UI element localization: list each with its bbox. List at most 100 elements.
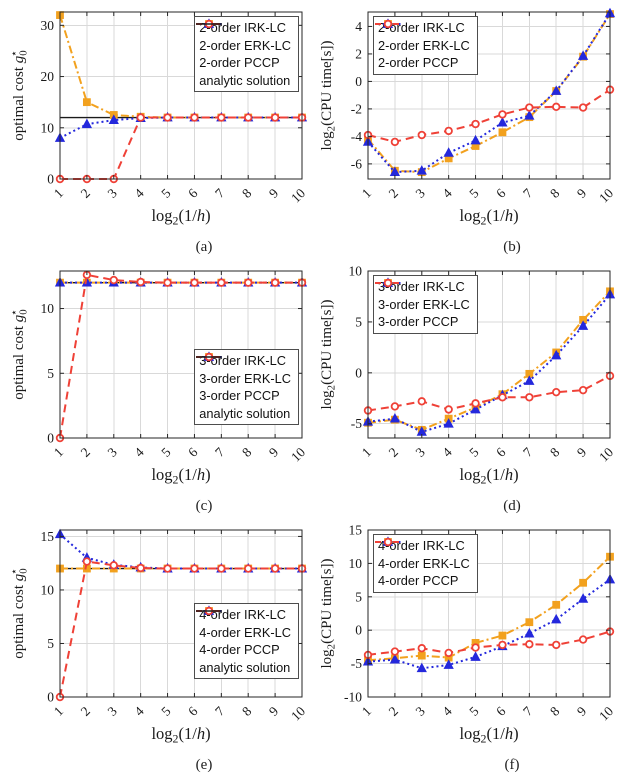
x-axis-label: log2(1/h) bbox=[151, 724, 210, 746]
square-marker bbox=[525, 618, 534, 627]
y-tick-label: 10 bbox=[349, 264, 363, 279]
circle-marker bbox=[390, 137, 400, 147]
y-tick-label: -6 bbox=[351, 156, 362, 171]
circle-marker bbox=[498, 393, 507, 402]
series-line bbox=[60, 116, 302, 180]
legend-item: 4-order PCCP bbox=[375, 537, 470, 590]
y-tick-label: 0 bbox=[355, 365, 362, 380]
legend-item: analytic solution bbox=[196, 356, 291, 423]
caption-a: (a) bbox=[195, 239, 213, 255]
circle-marker bbox=[217, 278, 226, 287]
series-line bbox=[367, 578, 611, 670]
triangle-marker bbox=[524, 110, 535, 120]
subplot-a: 1 2 3 4 5 6 7 8 9 10 0 10 20 30 log2(1/h) optimal cost … bbox=[8, 5, 316, 264]
legend-f: 4-order IRK-LC 4-order ERK-LC 4-order PCCP bbox=[373, 534, 478, 593]
square-marker bbox=[82, 98, 91, 107]
legend-line-sample bbox=[196, 23, 223, 25]
legend-label: analytic solution bbox=[199, 72, 291, 88]
triangle-marker bbox=[389, 653, 401, 664]
chart-a: 1 2 3 4 5 6 7 8 9 10 0 10 20 30 log2(1/h) optimal cost … bbox=[8, 5, 308, 239]
circle-marker bbox=[383, 278, 393, 288]
triangle-marker bbox=[470, 134, 481, 145]
legend-label: 4-order PCCP bbox=[378, 573, 459, 589]
legend-line-sample bbox=[375, 537, 401, 547]
legend-label: 3-order ERK-LC bbox=[378, 296, 470, 312]
x-tick-label: 1 bbox=[359, 704, 374, 719]
y-tick-label: 30 bbox=[41, 18, 55, 33]
x-tick-label: 5 bbox=[158, 703, 174, 719]
circle-marker bbox=[109, 275, 118, 285]
plot-svg-a: 1 2 3 4 5 6 7 8 9 10 0 10 20 30 log2(1/h) optimal cost … bbox=[8, 11, 308, 228]
x-tick-label: 10 bbox=[288, 185, 308, 205]
square-marker bbox=[498, 128, 507, 137]
legend-label: 3-order PCCP bbox=[199, 388, 280, 404]
legend-label: 4-order ERK-LC bbox=[199, 624, 291, 640]
legend-item: 2-order PCCP bbox=[196, 19, 291, 72]
circle-marker bbox=[163, 278, 172, 287]
y-tick-label: 5 bbox=[47, 366, 54, 381]
triangle-marker bbox=[108, 114, 119, 124]
circle-marker bbox=[270, 113, 280, 122]
triangle-marker bbox=[443, 147, 454, 157]
circle-marker bbox=[552, 640, 561, 650]
x-tick-label: 7 bbox=[520, 703, 536, 719]
caption-c: (c) bbox=[195, 498, 213, 514]
circle-marker bbox=[82, 557, 92, 566]
y-tick-label: 15 bbox=[349, 523, 363, 538]
circle-marker bbox=[417, 397, 426, 406]
subplot-b: 1 2 3 4 5 6 7 8 9 10 -6 -4 -2 0 2 4 log2(1/h) log2(CPU ti… bbox=[316, 5, 616, 264]
circle-marker bbox=[498, 640, 507, 650]
x-tick-label: 8 bbox=[547, 703, 563, 719]
legend-item: 2-order ERK-LC bbox=[375, 18, 470, 55]
x-tick-label: 8 bbox=[547, 444, 563, 460]
subplot-f: 1 2 3 4 5 6 7 8 9 10 -10 -5 0 5 10 15 log2(1/h) log2(CPU … bbox=[316, 523, 616, 782]
legend-label: analytic solution bbox=[199, 659, 291, 675]
x-tick-label: 4 bbox=[439, 185, 455, 201]
x-tick-label: 6 bbox=[185, 185, 201, 201]
x-tick-label: 9 bbox=[574, 185, 590, 201]
circle-marker bbox=[136, 113, 145, 122]
legend-label: 2-order PCCP bbox=[378, 55, 459, 71]
legend-label: 4-order ERK-LC bbox=[378, 555, 470, 571]
legend-b: 2-order IRK-LC 2-order ERK-LC 2-order PCCP bbox=[373, 16, 478, 75]
legend-line-sample bbox=[375, 19, 401, 29]
square-marker bbox=[498, 631, 507, 640]
chart-c: 1 2 3 4 5 6 7 8 9 10 0 5 10 log2(1/h) optimal cost g0⋆… bbox=[8, 264, 308, 498]
circle-marker bbox=[383, 537, 393, 547]
axes-box bbox=[367, 11, 611, 180]
circle-marker bbox=[270, 278, 280, 287]
legend-label: analytic solution bbox=[199, 405, 291, 421]
legend-e: 4-order IRK-LC 4-order ERK-LC 4-order PCCP… bbox=[194, 603, 299, 679]
circle-marker bbox=[109, 561, 118, 570]
x-tick-label: 2 bbox=[78, 704, 93, 719]
circle-marker bbox=[552, 102, 561, 112]
legend-item: 4-order PCCP bbox=[196, 606, 291, 659]
y-tick-label: -4 bbox=[351, 129, 362, 144]
chart-e: 1 2 3 4 5 6 7 8 9 10 0 5 10 15 log2(1/h) optimal cost g… bbox=[8, 523, 308, 757]
y-tick-label: 15 bbox=[41, 529, 55, 544]
x-tick-label: 8 bbox=[239, 703, 255, 719]
caption-b: (b) bbox=[503, 239, 521, 255]
x-tick-label: 2 bbox=[386, 704, 401, 719]
x-tick-label: 4 bbox=[439, 444, 455, 460]
circle-marker bbox=[217, 113, 226, 122]
legend-line-sample bbox=[196, 610, 223, 612]
x-tick-label: 8 bbox=[239, 444, 255, 460]
y-axis-label: log2(CPU time[s]) bbox=[319, 300, 337, 410]
subplot-e: 1 2 3 4 5 6 7 8 9 10 0 5 10 15 log2(1/h) optimal cost g… bbox=[8, 523, 316, 782]
circle-marker bbox=[471, 119, 480, 129]
circle-marker bbox=[163, 564, 172, 573]
circle-marker bbox=[552, 387, 561, 397]
triangle-marker bbox=[551, 85, 562, 95]
x-axis-label: log2(1/h) bbox=[151, 465, 210, 487]
circle-marker bbox=[383, 19, 393, 29]
y-tick-label: 10 bbox=[41, 301, 55, 316]
x-axis-label: log2(1/h) bbox=[459, 465, 518, 487]
x-tick-label: 10 bbox=[288, 703, 308, 723]
chart-d: 1 2 3 4 5 6 7 8 9 10 -5 0 5 10 log2(1/h) log2(CPU time[… bbox=[316, 264, 616, 498]
y-tick-label: 10 bbox=[41, 582, 55, 597]
circle-marker bbox=[136, 563, 145, 573]
y-tick-label: 5 bbox=[47, 636, 54, 651]
x-tick-label: 6 bbox=[493, 703, 509, 719]
